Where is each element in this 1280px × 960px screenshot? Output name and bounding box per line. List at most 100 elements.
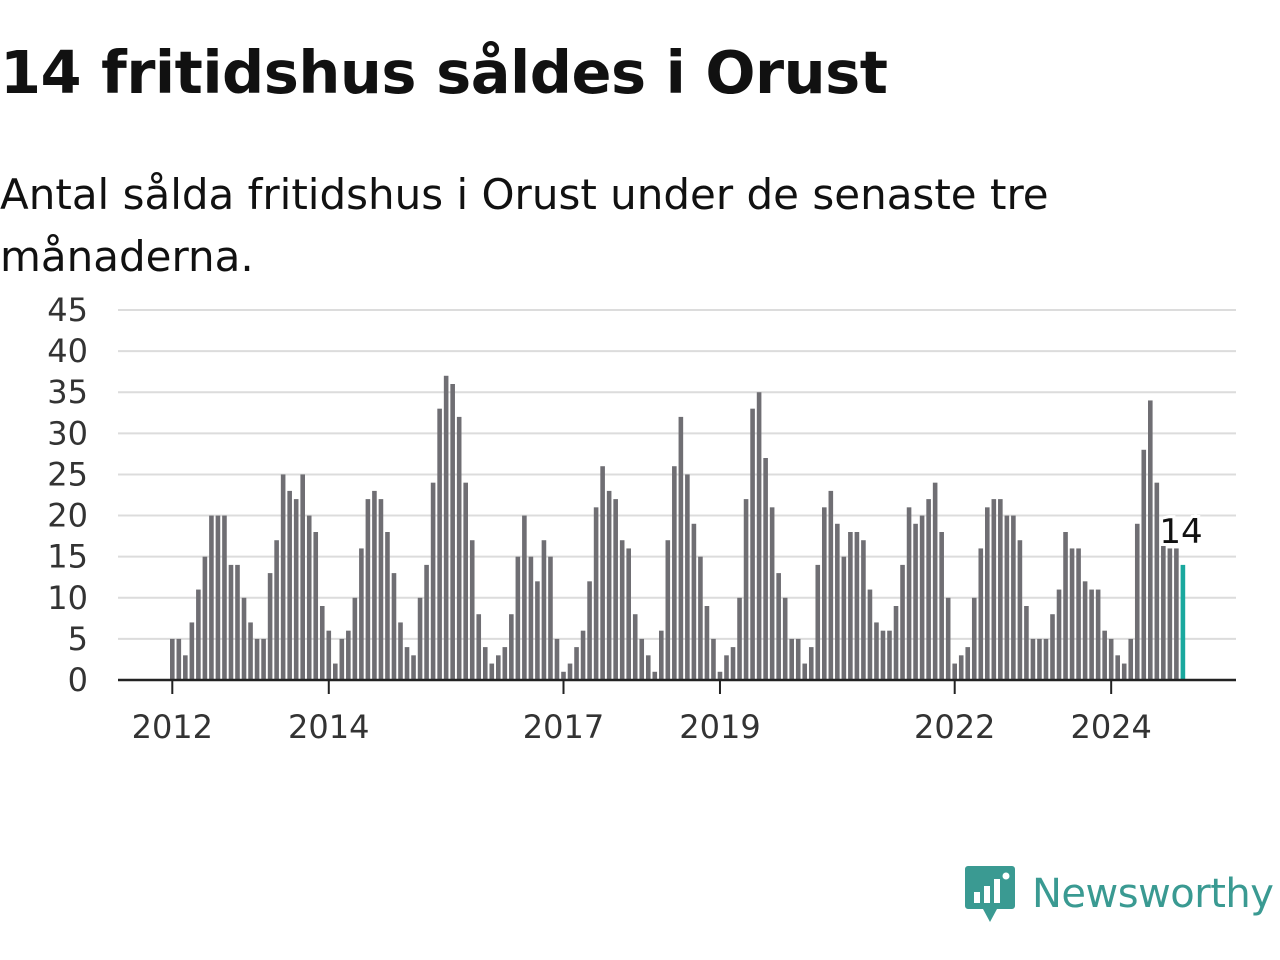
bar	[450, 384, 455, 680]
bar	[619, 540, 625, 680]
latest-value-label: 14	[1159, 512, 1202, 552]
bar	[789, 638, 794, 680]
bar	[848, 532, 853, 680]
bar	[632, 614, 638, 680]
bar	[965, 647, 971, 680]
bar	[913, 523, 918, 680]
bar	[743, 499, 749, 680]
bar	[730, 647, 736, 680]
bar	[1154, 482, 1160, 680]
bar	[333, 663, 338, 680]
bar	[469, 540, 475, 680]
bar	[287, 490, 292, 680]
x-tick-label: 2019	[679, 708, 760, 746]
bar	[932, 482, 938, 680]
y-tick-label: 0	[68, 661, 88, 699]
bar	[463, 482, 468, 680]
bar	[717, 671, 723, 680]
bar	[945, 597, 951, 680]
bar	[385, 532, 390, 680]
bar	[183, 655, 188, 680]
bar	[822, 507, 827, 680]
bar	[613, 499, 618, 680]
bar	[1082, 581, 1088, 680]
bar	[606, 490, 612, 680]
bar	[763, 458, 768, 680]
bar	[874, 622, 879, 680]
bar	[359, 548, 364, 680]
bar	[1095, 589, 1101, 680]
y-tick-label: 45	[47, 291, 88, 329]
y-tick-label: 10	[47, 579, 88, 617]
bar	[176, 638, 182, 680]
bar	[685, 474, 690, 680]
bar	[672, 466, 677, 680]
bar	[593, 507, 599, 680]
bar	[248, 622, 253, 680]
bar	[254, 638, 260, 680]
bar	[404, 647, 410, 680]
bar	[502, 647, 508, 680]
bar	[261, 638, 266, 680]
bar	[776, 573, 781, 680]
bar	[1069, 548, 1075, 680]
bar	[274, 540, 279, 680]
x-tick-label: 2024	[1070, 708, 1151, 746]
bar	[1063, 532, 1068, 680]
bar	[417, 597, 423, 680]
bar	[978, 548, 984, 680]
newsworthy-logo-icon	[965, 866, 1015, 922]
bar	[300, 474, 305, 680]
x-tick-label: 2022	[914, 708, 995, 746]
bar	[645, 655, 651, 680]
y-tick-label: 25	[47, 455, 88, 493]
bar	[267, 573, 273, 680]
x-axis-ticks: 2012 2014 2017 2019 2022 2024	[132, 680, 1152, 746]
bar	[535, 581, 540, 680]
bar	[659, 630, 664, 680]
bar	[372, 490, 377, 680]
bar	[861, 540, 866, 680]
y-tick-label: 35	[47, 373, 88, 411]
bars	[170, 375, 1186, 680]
bar	[215, 515, 221, 680]
bar	[189, 622, 195, 680]
bar	[391, 573, 397, 680]
bar	[1167, 548, 1173, 680]
bar	[587, 581, 592, 680]
bar	[1017, 540, 1023, 680]
bar	[600, 466, 605, 680]
bar	[1102, 630, 1107, 680]
bar	[280, 474, 286, 680]
bar	[202, 556, 208, 680]
bar	[306, 515, 312, 680]
bar	[737, 597, 742, 680]
bar	[365, 499, 371, 680]
bar-latest	[1180, 564, 1186, 680]
bar	[346, 630, 351, 680]
y-tick-label: 40	[47, 332, 88, 370]
bar	[828, 490, 834, 680]
brand[interactable]: Newsworthy	[964, 864, 1274, 924]
bar	[678, 416, 684, 680]
bar	[196, 589, 201, 680]
bar	[880, 630, 886, 680]
bar	[170, 638, 175, 680]
gridlines	[118, 309, 1236, 640]
bar	[424, 564, 429, 680]
bar	[437, 408, 442, 680]
bar	[378, 499, 384, 680]
x-tick-label: 2012	[132, 708, 213, 746]
chart-title: 14 fritidshus såldes i Orust	[0, 38, 888, 107]
bar	[509, 614, 514, 680]
bar	[541, 540, 547, 680]
y-tick-label: 20	[47, 497, 88, 535]
bar	[906, 507, 912, 680]
bar	[1128, 638, 1134, 680]
bar	[939, 532, 944, 680]
bar	[887, 630, 892, 680]
bar	[1089, 589, 1094, 680]
bar	[769, 507, 775, 680]
